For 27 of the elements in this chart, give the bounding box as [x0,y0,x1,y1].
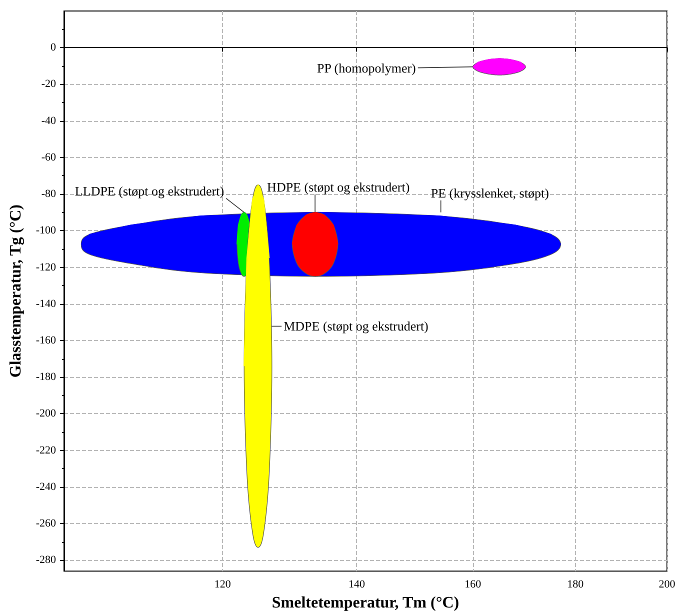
y-tick-label: -60 [41,151,56,164]
x-tick-label: 180 [567,578,584,591]
series-label: LLDPE (støpt og ekstrudert) [74,183,224,198]
y-tick-label: 0 [50,42,56,54]
y-tick-label: -200 [36,408,56,420]
y-axis-title: Glasstemperatur, Tg (°C) [8,204,24,378]
y-tick-label: -100 [36,224,56,237]
x-axis-title: Smeltetemperatur, Tm (°C) [272,594,460,612]
text: MDPE (støpt og ekstrudert) [284,318,428,334]
text: PP (homopolymer) [317,60,416,76]
x-tick-label: 200 [658,578,676,591]
y-tick-label: -240 [36,480,56,493]
x-tick-label: 140 [348,578,366,591]
y-tick-label: -80 [41,188,56,200]
series-label: PE (krysslenket, støpt) [430,185,549,200]
y-tick-label: -120 [36,261,56,274]
y-tick-label: -260 [36,518,56,530]
y-tick-label: -180 [36,371,56,384]
y-tick-label: -140 [36,298,56,310]
x-tick-label: 120 [214,578,232,591]
x-tick-label: 160 [464,578,482,591]
y-tick-label: -220 [36,444,56,456]
y-tick-label: -280 [36,554,56,566]
text: HDPE (støpt og ekstrudert) [267,179,410,194]
y-tick-label: -160 [36,334,56,346]
y-tick-label: -40 [41,114,56,127]
y-tick-label: -20 [41,78,56,90]
